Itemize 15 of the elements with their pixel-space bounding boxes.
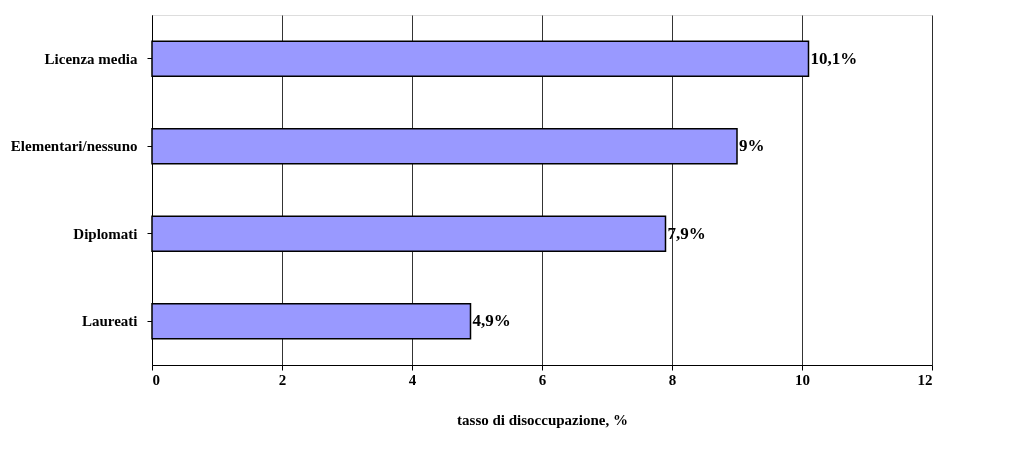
data-label: 4,9% [472,311,511,331]
data-label: 10,1% [810,48,858,68]
x-tick-label: 10 [795,371,810,388]
x-tick-label: 6 [538,371,547,388]
x-axis-title: tasso di disoccupazione, % [457,411,628,428]
x-tick-label: 12 [917,371,933,388]
x-tick-label: 4 [408,371,417,388]
x-tick-label: 2 [278,371,287,388]
y-tick-label: Licenza media [44,50,138,67]
y-tick-label: Diplomati [73,225,138,242]
y-tick-label: Laureati [81,313,138,330]
x-tick-label: 0 [152,371,160,388]
data-label: 9% [739,136,765,156]
y-tick-label: Elementari/nessuno [10,138,138,155]
x-tick-label: 8 [668,371,677,388]
